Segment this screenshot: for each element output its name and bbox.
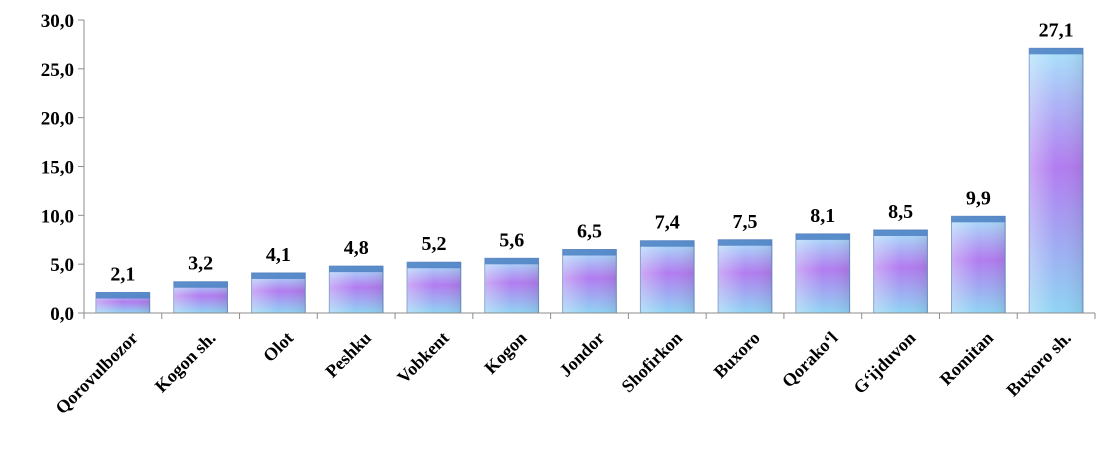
data-label: 7,5 xyxy=(733,211,758,233)
data-label: 2,1 xyxy=(110,263,135,285)
data-label: 9,9 xyxy=(966,187,991,209)
data-label: 4,1 xyxy=(266,244,291,266)
category-label: Olot xyxy=(259,328,297,366)
y-tick-label: 20,0 xyxy=(41,109,74,130)
data-label: 7,4 xyxy=(655,212,680,234)
bar-top xyxy=(873,229,928,236)
data-label: 27,1 xyxy=(1039,19,1074,41)
bar-sheen xyxy=(873,229,928,313)
bar-sheen xyxy=(640,240,695,313)
category-label: Kogon sh. xyxy=(151,328,220,397)
bar-top xyxy=(407,262,461,269)
bar-sheen xyxy=(562,249,617,313)
bar-top xyxy=(562,249,617,256)
bar-sheen xyxy=(1029,48,1083,313)
data-label: 3,2 xyxy=(188,253,213,275)
category-label: Qorako‘l xyxy=(778,328,842,392)
y-tick-label: 15,0 xyxy=(41,158,74,179)
bar-top xyxy=(484,258,539,265)
bar-sheen xyxy=(795,233,850,313)
bar-top xyxy=(795,233,850,240)
bar-sheen xyxy=(951,216,1006,313)
category-label: Jondor xyxy=(555,328,608,381)
bar-top xyxy=(251,272,306,279)
bar-sheen xyxy=(718,239,772,313)
category-label: Buxoro xyxy=(710,328,764,382)
category-label: Peshku xyxy=(321,328,375,382)
y-tick-label: 10,0 xyxy=(41,206,74,227)
bar-top xyxy=(951,216,1006,223)
category-label: Romitan xyxy=(936,328,998,390)
bar-top xyxy=(1029,48,1083,55)
data-label: 6,5 xyxy=(577,221,602,243)
category-label: Buxoro sh. xyxy=(1002,328,1075,401)
category-label: G‘ijduvon xyxy=(849,328,919,398)
y-tick-label: 0,0 xyxy=(50,304,74,325)
category-label: Qorovulbozor xyxy=(51,328,141,418)
data-label: 5,6 xyxy=(499,229,524,251)
bar-top xyxy=(329,266,384,273)
y-tick-label: 25,0 xyxy=(41,60,74,81)
bar-top xyxy=(718,239,772,246)
bar-sheen xyxy=(251,272,306,313)
bar-sheen xyxy=(484,258,539,313)
y-tick-label: 30,0 xyxy=(41,11,74,32)
data-label: 4,8 xyxy=(344,237,369,259)
bar-sheen xyxy=(407,262,461,313)
bar-top xyxy=(96,292,150,299)
x-axis: Qorovulbozor Kogon sh. Olot Peshku Vobkent Ko… xyxy=(51,312,1096,418)
bar-sheen xyxy=(329,266,384,313)
bars: 2,1 3,2 4,1 4,8 5,2 5,6 6,5 7,4 7,5 8,1 8,5 9,9 27,1 xyxy=(95,19,1084,314)
bar-top xyxy=(640,240,695,247)
data-label: 8,5 xyxy=(888,201,913,223)
category-label: Kogon xyxy=(480,328,530,378)
bar-top xyxy=(173,281,228,288)
y-axis: 0,0 5,0 10,0 15,0 20,0 25,0 30,0 xyxy=(41,11,85,325)
category-label: Shofirkon xyxy=(617,328,686,397)
y-tick-label: 5,0 xyxy=(50,255,74,276)
category-label: Vobkent xyxy=(393,328,453,388)
data-label: 5,2 xyxy=(421,233,446,255)
data-label: 8,1 xyxy=(810,205,835,227)
